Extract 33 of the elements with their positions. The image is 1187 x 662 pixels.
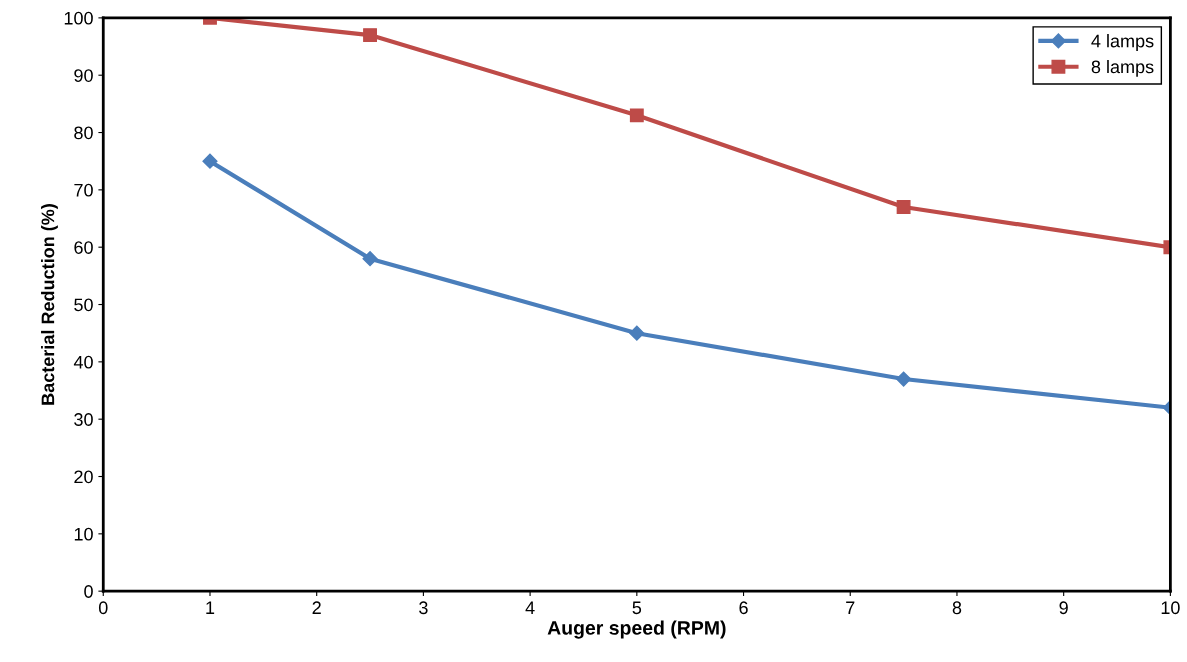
point [629,108,644,123]
point [363,28,377,43]
x-tick-label: 0 [98,601,108,615]
point [896,371,912,387]
y-tick-label: 60 [74,241,93,254]
x-tick-label: 4 [525,601,535,614]
x-tick-label: 3 [419,601,428,615]
legend-label: 8 lamps [1091,59,1154,77]
y-tick-label: 10 [74,527,93,541]
legend-label: 4 lamps [1091,34,1154,51]
x-tick-label: 5 [632,601,642,615]
y-tick-label: 90 [74,69,93,82]
point [629,325,645,341]
y-tick-label: 80 [74,126,93,140]
point [362,251,378,267]
x-tick-label: 9 [1059,601,1068,615]
x-tick-label: 2 [312,601,321,614]
x-tick-label: 8 [952,601,962,615]
x-axis-title: Auger speed (RPM) [547,620,726,639]
x-tick-label: 7 [846,601,855,614]
y-tick-label: 50 [74,298,93,312]
y-tick-label: 100 [64,11,93,25]
y-tick-label: 30 [74,413,93,426]
point [202,153,218,169]
y-tick-label: 70 [74,183,93,197]
y-tick-label: 0 [84,585,93,598]
point [896,200,911,215]
y-axis-title: Bacterial Reduction (%) [41,204,58,405]
y-tick-label: 40 [73,355,93,369]
x-tick-label: 6 [739,601,748,615]
x-tick-label: 10 [1161,601,1180,615]
y-tick-label: 20 [74,470,93,484]
x-tick-label: 1 [206,601,215,614]
